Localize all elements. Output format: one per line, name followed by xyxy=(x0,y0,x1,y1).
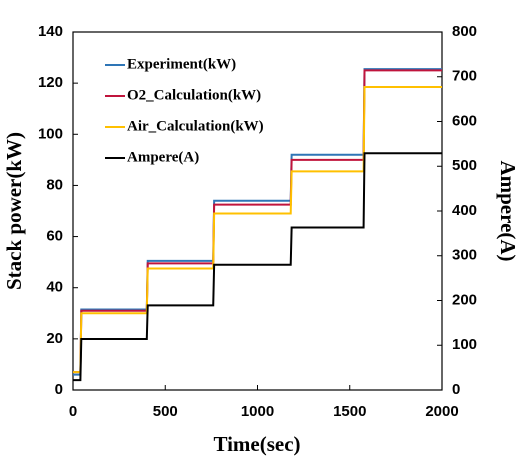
legend-label: O2_Calculation(kW) xyxy=(127,87,261,103)
y-tick-label: 120 xyxy=(38,74,63,91)
y2-tick-label: 400 xyxy=(452,202,477,219)
y-tick-label: 140 xyxy=(38,23,63,40)
series-line xyxy=(73,152,442,382)
plot-frame xyxy=(72,31,443,391)
y2-tick-label: 800 xyxy=(452,23,477,40)
x-tick-label: 1500 xyxy=(333,403,366,420)
y2-tick-label: 700 xyxy=(452,68,477,85)
y2-tick-label: 500 xyxy=(452,157,477,174)
series-line xyxy=(73,68,442,376)
y-axis-title: Stack power(kW) xyxy=(2,132,26,290)
y-tick-label: 20 xyxy=(46,330,63,347)
y-tick-label: 0 xyxy=(55,381,63,398)
x-tick-label: 1000 xyxy=(241,403,274,420)
y2-tick-label: 0 xyxy=(452,381,460,398)
y-tick-label: 60 xyxy=(46,228,63,245)
y-tick-label: 100 xyxy=(38,125,63,142)
y-tick-label: 80 xyxy=(46,176,63,193)
x-tick-label: 500 xyxy=(153,403,178,420)
y2-tick-label: 100 xyxy=(452,336,477,353)
legend-label: Air_Calculation(kW) xyxy=(127,118,264,134)
legend-label: Experiment(kW) xyxy=(127,56,236,72)
x-tick-label: 2000 xyxy=(425,403,458,420)
y-tick-label: 40 xyxy=(46,279,63,296)
y2-tick-label: 600 xyxy=(452,112,477,129)
x-tick-label: 0 xyxy=(69,403,77,420)
y2-tick-label: 300 xyxy=(452,247,477,264)
legend-label: Ampere(A) xyxy=(127,149,199,165)
y2-axis-title: Ampere(A) xyxy=(496,160,520,261)
x-axis-title: Time(sec) xyxy=(213,432,300,456)
series-line xyxy=(73,69,442,374)
y2-tick-label: 200 xyxy=(452,291,477,308)
